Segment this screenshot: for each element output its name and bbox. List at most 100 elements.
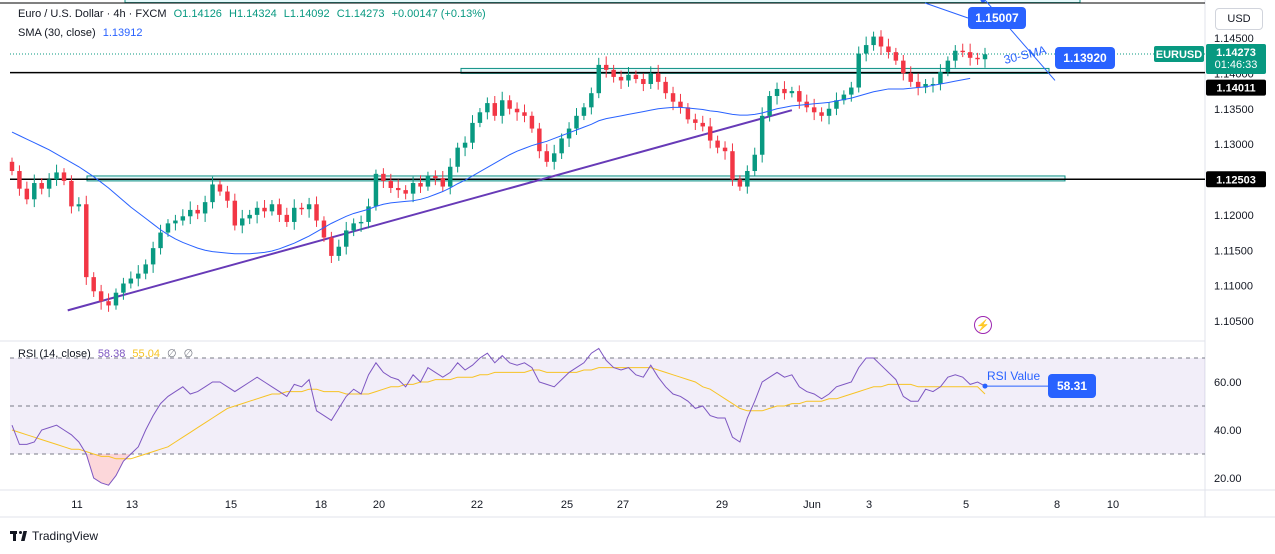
candle-body (752, 154, 757, 172)
rsi-legend-value: 58.38 (97, 348, 126, 360)
candle-body (188, 209, 193, 217)
time-axis-tick: 29 (716, 499, 728, 511)
candle-body (603, 64, 609, 70)
candle-body (507, 100, 512, 109)
candle-body (670, 93, 676, 102)
candle-body (693, 119, 698, 123)
candle-body (923, 83, 928, 88)
lightning-bolt-icon[interactable]: ⚡ (974, 316, 992, 334)
candle-body (945, 60, 951, 72)
candle-body (373, 173, 379, 207)
candle-body (685, 107, 691, 120)
candle-body (254, 207, 260, 215)
candle-body (136, 273, 141, 279)
candle-body (551, 153, 557, 162)
candle-body (143, 264, 148, 274)
price-axis-tick: 1.10500 (1214, 316, 1254, 328)
candle-body (470, 122, 475, 143)
candle-body (277, 204, 282, 215)
candle-body (722, 147, 728, 152)
candle-body (626, 74, 631, 81)
candle-body (967, 52, 973, 58)
candle-body (893, 52, 899, 61)
candle-body (180, 216, 186, 221)
candle-body (975, 57, 980, 60)
rsi-legend-extra-1: ∅ (167, 348, 177, 360)
candle-body (150, 248, 156, 265)
rsi-legend-extra-2: ∅ (183, 348, 194, 360)
candle-body (745, 171, 750, 187)
candle-body (54, 172, 59, 180)
candle-body (69, 180, 74, 207)
candle-body (158, 232, 163, 249)
symbol-title[interactable]: Euro / U.S. Dollar · 4h · FXCM (18, 8, 167, 20)
candle-body (938, 71, 943, 84)
candle-body (633, 74, 639, 80)
candle-body (447, 166, 453, 187)
last-price-tag-text: 1.14273 (1216, 47, 1256, 59)
candle-body (641, 79, 646, 84)
candle-body (84, 204, 89, 278)
candle-body (329, 237, 334, 256)
sma-legend[interactable]: SMA (30, close) 1.13912 (18, 27, 146, 39)
candle-body (618, 76, 624, 81)
candle-body (782, 88, 787, 94)
level-price-tag-1-text: 1.14011 (1216, 83, 1255, 95)
rsi-axis-tick: 40.00 (1214, 425, 1242, 437)
candle-body (292, 207, 297, 222)
price-axis-tick: 1.11500 (1214, 245, 1253, 257)
candle-body (462, 142, 468, 148)
candle-body (522, 112, 527, 116)
candle-body (32, 183, 37, 200)
candle-body (336, 246, 342, 256)
candle-body (418, 183, 423, 187)
top-resistance-zone (124, 0, 1081, 4)
candle-body (358, 221, 364, 224)
rsi-value-callout-box (1048, 374, 1096, 398)
candle-body (91, 277, 96, 292)
candle-body (39, 183, 44, 189)
time-axis-tick: 3 (866, 499, 872, 511)
candle-body (455, 147, 460, 167)
candle-body (811, 107, 817, 113)
candle-body (46, 179, 52, 189)
candle-body (566, 128, 572, 139)
level-price-tag-2-text: 1.12503 (1216, 174, 1256, 186)
candle-body (433, 175, 438, 179)
tradingview-logo[interactable]: TradingView (10, 529, 98, 543)
candle-body (106, 301, 111, 306)
candle-body (514, 108, 520, 113)
rsi-ma-legend-value: 55.04 (132, 348, 160, 360)
candle-body (195, 209, 200, 214)
candle-body (262, 207, 267, 212)
price-axis-tick: 1.11000 (1214, 281, 1253, 293)
candle-body (225, 191, 230, 201)
rsi-value-callout-text: 58.31 (1057, 379, 1087, 393)
candle-body (485, 103, 490, 113)
symbol-header: Euro / U.S. Dollar · 4h · FXCM O1.14126 … (18, 8, 490, 20)
candle-body (982, 54, 988, 60)
candle-body (797, 91, 802, 102)
ohlc-low: L1.14092 (283, 8, 330, 20)
candle-body (113, 292, 119, 306)
time-axis-tick: 27 (617, 499, 629, 511)
candle-body (663, 81, 668, 94)
rsi-legend[interactable]: RSI (14, close) 58.38 55.04 ∅ ∅ (18, 347, 197, 360)
candle-body (425, 175, 431, 187)
symbol-price-tag-box (1154, 46, 1204, 62)
candle-body (240, 218, 245, 226)
candle-body (499, 100, 505, 116)
candle-body (596, 64, 601, 94)
candle-body (707, 126, 713, 141)
symbol-price-tag-text: EURUSD (1156, 49, 1203, 61)
ohlc-change: +0.00147 (+0.13%) (391, 8, 486, 20)
candle-body (529, 115, 535, 129)
currency-button[interactable]: USD (1215, 8, 1263, 30)
candle-body (878, 36, 884, 47)
candle-body (871, 36, 876, 46)
tradingview-logo-text: TradingView (32, 529, 99, 543)
sma-30-line (11, 77, 971, 255)
candles (9, 30, 988, 312)
callout-leader-1 (924, 2, 969, 19)
